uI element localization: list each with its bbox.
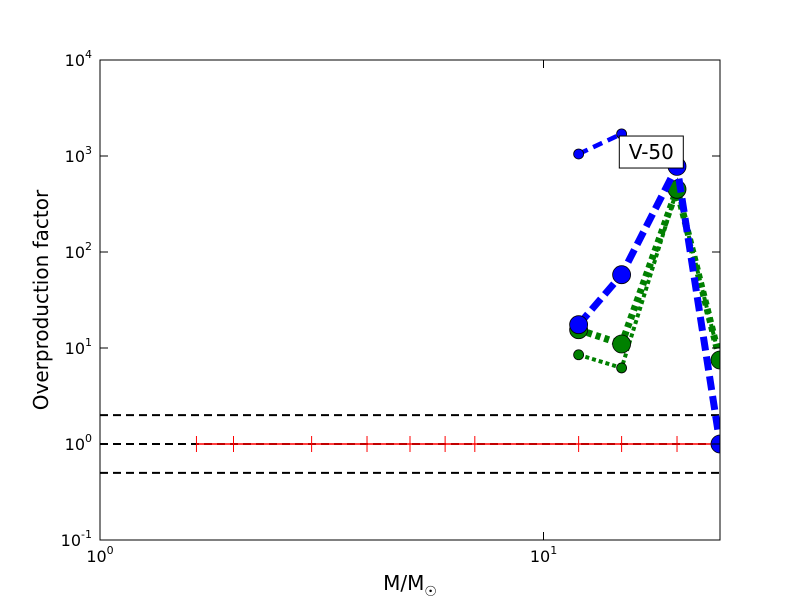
y-tick-base: 10 — [65, 339, 85, 358]
x-axis-label: M/M☉ — [383, 571, 437, 600]
x-tick-base: 10 — [86, 547, 106, 566]
axes-frame — [99, 59, 721, 541]
point-marker — [616, 362, 628, 374]
y-tick-base: 10 — [65, 243, 85, 262]
point-marker — [573, 148, 585, 160]
y-tick-label: 103 — [65, 144, 92, 166]
point-marker — [569, 315, 589, 335]
y-tick-base: 10 — [61, 531, 81, 550]
x-tick-exponent: 0 — [107, 544, 114, 557]
y-tick-label: 102 — [65, 240, 92, 262]
y-tick-label: 10-1 — [61, 528, 92, 550]
y-tick-exponent: -1 — [81, 528, 92, 541]
point-marker — [612, 265, 632, 285]
annotation-box — [618, 135, 684, 169]
series-line — [577, 131, 623, 157]
y-tick-label: 101 — [65, 336, 92, 358]
x-tick-label: 100 — [86, 544, 113, 566]
y-axis-label: Overproduction factor — [29, 189, 53, 410]
x-label-text: M/M — [383, 571, 424, 595]
x-label-sub: ☉ — [424, 584, 437, 600]
y-tick-exponent: 3 — [85, 144, 92, 157]
point-marker — [710, 350, 720, 370]
y-tick-exponent: 1 — [85, 336, 92, 349]
y-tick-base: 10 — [65, 435, 85, 454]
y-tick-exponent: 2 — [85, 240, 92, 253]
y-tick-exponent: 0 — [85, 432, 92, 445]
series-line — [578, 181, 720, 371]
point-marker — [573, 349, 585, 361]
y-tick-base: 10 — [65, 147, 85, 166]
y-tick-base: 10 — [65, 51, 85, 70]
x-tick-exponent: 1 — [550, 544, 557, 557]
data-layer — [100, 128, 720, 474]
annotation: V-50 — [629, 140, 674, 164]
y-tick-exponent: 4 — [85, 48, 92, 61]
point-marker — [612, 334, 632, 354]
x-tick-label: 101 — [530, 544, 557, 566]
plot-area — [100, 128, 720, 474]
y-tick-label: 100 — [65, 432, 92, 454]
x-tick-base: 10 — [530, 547, 550, 566]
y-tick-label: 104 — [65, 48, 92, 70]
series-line — [577, 177, 720, 361]
series-line — [575, 155, 720, 445]
